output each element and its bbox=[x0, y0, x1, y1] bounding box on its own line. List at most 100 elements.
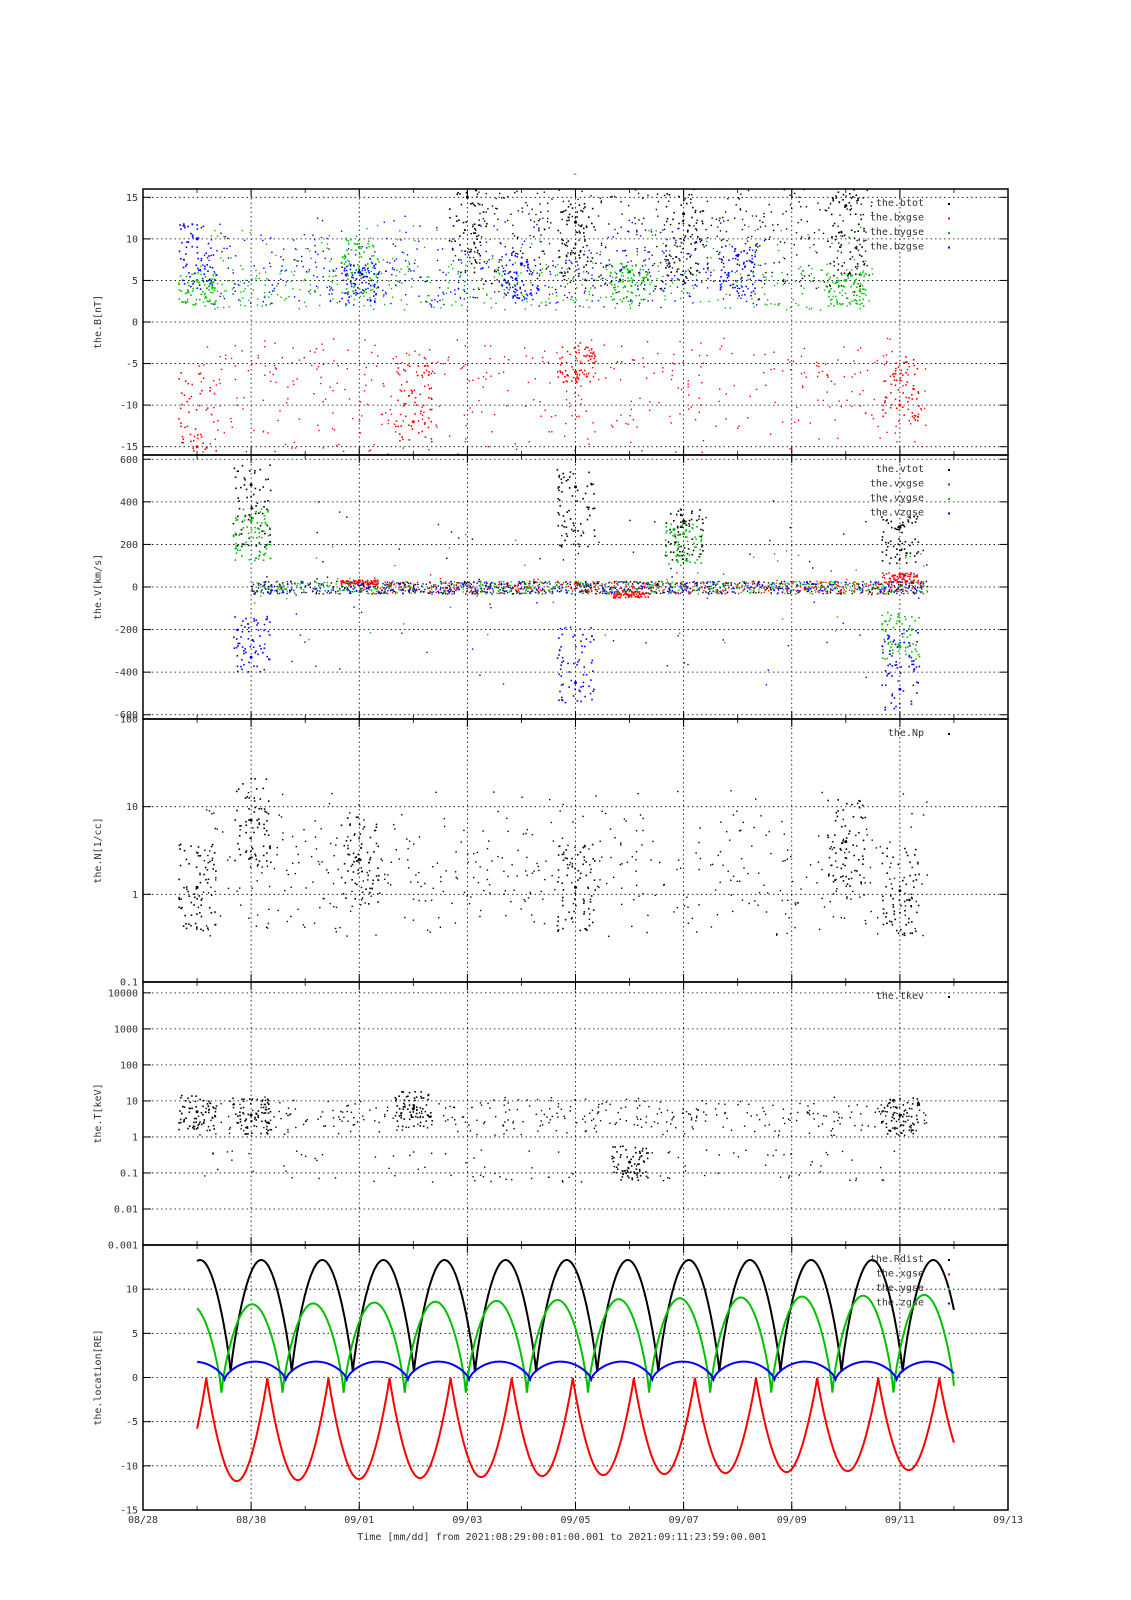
data-point bbox=[856, 294, 858, 297]
data-point bbox=[860, 347, 862, 349]
data-point bbox=[656, 584, 658, 586]
data-point bbox=[700, 562, 702, 564]
data-point bbox=[700, 553, 703, 555]
data-point bbox=[445, 593, 447, 595]
data-point bbox=[331, 462, 332, 463]
data-point bbox=[669, 532, 672, 535]
data-point bbox=[219, 405, 222, 407]
data-point bbox=[749, 260, 752, 263]
data-point bbox=[583, 203, 586, 205]
data-point bbox=[911, 522, 913, 524]
data-point bbox=[546, 585, 548, 588]
data-point bbox=[688, 292, 691, 295]
data-point bbox=[571, 380, 573, 382]
data-point bbox=[864, 260, 866, 262]
data-point bbox=[641, 593, 643, 595]
data-point bbox=[707, 262, 709, 264]
data-point bbox=[862, 197, 864, 199]
data-point bbox=[802, 178, 803, 179]
data-point bbox=[739, 208, 741, 210]
data-point bbox=[878, 588, 881, 591]
data-point bbox=[422, 404, 425, 407]
data-point bbox=[625, 585, 628, 588]
data-point bbox=[576, 500, 578, 502]
data-point bbox=[261, 522, 263, 524]
data-point bbox=[271, 284, 274, 286]
data-point bbox=[899, 377, 902, 379]
data-point bbox=[573, 588, 576, 590]
data-point bbox=[561, 242, 564, 245]
data-point bbox=[471, 411, 474, 413]
data-point bbox=[724, 211, 727, 213]
data-point bbox=[665, 267, 667, 269]
data-point bbox=[906, 572, 909, 575]
data-point bbox=[512, 593, 515, 595]
data-point bbox=[302, 265, 304, 268]
data-point bbox=[916, 576, 918, 578]
data-point bbox=[303, 357, 305, 359]
data-point bbox=[708, 300, 710, 303]
data-point bbox=[656, 278, 658, 280]
data-point bbox=[633, 274, 635, 277]
data-point bbox=[516, 190, 518, 193]
data-point bbox=[217, 480, 218, 481]
data-point bbox=[891, 590, 893, 592]
data-point bbox=[448, 582, 450, 584]
data-point bbox=[194, 272, 196, 275]
data-point bbox=[345, 261, 347, 263]
data-point bbox=[470, 233, 472, 235]
data-point bbox=[388, 586, 390, 589]
data-point bbox=[587, 272, 590, 274]
data-point bbox=[675, 239, 677, 242]
data-point bbox=[357, 270, 361, 274]
data-point bbox=[665, 245, 667, 248]
data-point bbox=[309, 293, 311, 295]
data-point bbox=[685, 481, 686, 482]
data-point bbox=[662, 590, 664, 592]
data-point bbox=[539, 401, 541, 403]
data-point bbox=[742, 263, 745, 265]
data-point bbox=[198, 471, 200, 473]
data-point bbox=[414, 583, 417, 586]
data-point bbox=[438, 405, 441, 407]
data-point bbox=[576, 261, 578, 263]
data-point bbox=[468, 581, 470, 583]
data-point bbox=[352, 290, 354, 292]
data-point bbox=[392, 257, 394, 260]
data-point bbox=[457, 582, 460, 584]
data-point bbox=[661, 580, 663, 583]
data-point bbox=[491, 187, 492, 188]
data-point bbox=[437, 592, 440, 594]
data-point bbox=[592, 262, 594, 264]
data-point bbox=[609, 263, 611, 266]
data-point bbox=[584, 290, 586, 292]
data-point bbox=[758, 298, 760, 301]
data-point bbox=[907, 575, 909, 577]
data-point bbox=[857, 349, 859, 351]
data-point bbox=[701, 451, 703, 454]
data-point bbox=[585, 264, 588, 266]
data-point bbox=[907, 400, 909, 403]
data-point bbox=[550, 222, 552, 224]
data-point bbox=[635, 593, 638, 595]
data-point bbox=[594, 287, 596, 289]
data-point bbox=[181, 441, 183, 444]
data-point bbox=[921, 445, 923, 448]
data-point bbox=[657, 201, 660, 203]
data-point bbox=[561, 211, 564, 213]
data-point bbox=[511, 593, 514, 595]
data-point bbox=[543, 590, 546, 592]
data-point bbox=[858, 254, 861, 256]
data-point bbox=[809, 422, 811, 424]
data-point bbox=[619, 298, 621, 301]
data-point bbox=[564, 286, 566, 288]
data-point bbox=[578, 582, 580, 585]
data-point bbox=[513, 284, 516, 286]
data-point bbox=[913, 555, 916, 557]
data-point bbox=[483, 220, 486, 222]
data-point bbox=[850, 208, 853, 210]
data-point bbox=[567, 240, 570, 242]
data-point bbox=[414, 350, 416, 352]
data-point bbox=[688, 523, 690, 525]
data-point bbox=[495, 586, 497, 588]
